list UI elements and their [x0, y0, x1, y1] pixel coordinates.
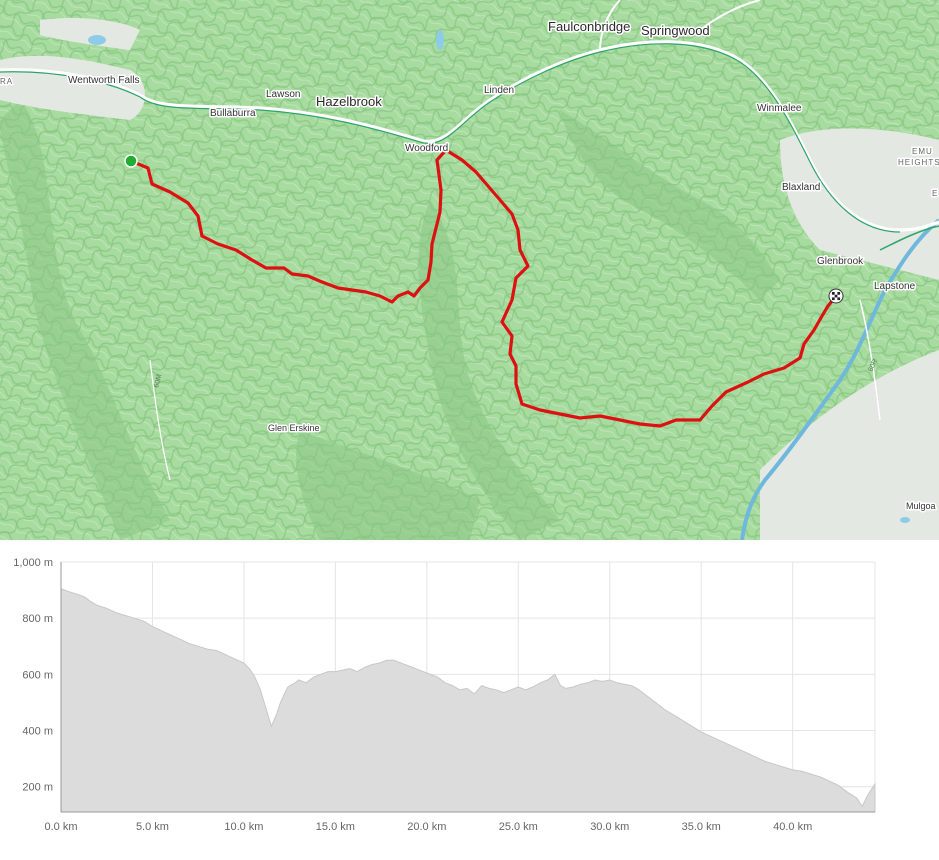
place-label-glen-erskine: Glen Erskine	[268, 423, 320, 433]
local-road	[599, 0, 621, 51]
railway-line	[0, 43, 901, 233]
local-road	[879, 225, 939, 251]
valley-shading	[0, 100, 780, 540]
place-label-glenbrook: Glenbrook	[817, 256, 864, 267]
x-tick-label: 5.0 km	[136, 821, 169, 833]
place-label-edge: E	[932, 189, 938, 198]
place-label-edge: RA	[0, 77, 13, 86]
lake-icon	[88, 35, 106, 45]
nepean-river	[740, 218, 939, 540]
place-label-winmalee: Winmalee	[757, 103, 802, 114]
route-line	[129, 148, 838, 428]
place-label-heights: HEIGHTS	[898, 158, 939, 167]
x-tick-label: 25.0 km	[499, 821, 538, 833]
place-label-wentworth-falls: Wentworth Falls	[68, 75, 140, 86]
place-label-emu: EMU	[912, 147, 933, 156]
urban-areas	[0, 18, 939, 540]
place-label-springwood: Springwood	[641, 23, 710, 38]
x-tick-label: 0.0 km	[44, 821, 77, 833]
x-axis-labels: 0.0 km 5.0 km 10.0 km 15.0 km 20.0 km 25.0 km…	[44, 821, 812, 833]
y-tick-label: 1,000 m	[13, 557, 53, 569]
elevation-area	[60, 587, 876, 813]
x-tick-label: 40.0 km	[773, 821, 812, 833]
x-tick-label: 20.0 km	[407, 821, 446, 833]
local-road	[699, 0, 761, 31]
place-label-woodford: Woodford	[405, 143, 448, 154]
chart-axes	[60, 562, 875, 813]
route-map[interactable]: 60M 60R Wentworth Falls Bullaburra Lawso…	[0, 0, 939, 540]
elevation-chart[interactable]: 1,000 m 800 m 600 m 400 m 200 m 0.0 km 5.0 km…	[0, 540, 939, 855]
start-marker-icon[interactable]	[124, 154, 138, 168]
y-tick-label: 800 m	[22, 613, 53, 625]
great-western-highway	[0, 40, 939, 232]
place-label-lawson: Lawson	[266, 89, 300, 100]
place-label-faulconbridge: Faulconbridge	[548, 19, 630, 34]
road-number-label: 60M	[153, 373, 163, 388]
place-label-hazelbrook: Hazelbrook	[316, 94, 382, 109]
lake-icon	[900, 517, 910, 523]
x-tick-label: 30.0 km	[590, 821, 629, 833]
x-tick-label: 15.0 km	[316, 821, 355, 833]
y-tick-label: 200 m	[22, 782, 53, 794]
elevation-profile[interactable]: 1,000 m 800 m 600 m 400 m 200 m 0.0 km 5.0 km…	[0, 540, 939, 855]
map-canvas[interactable]: 60M 60R Wentworth Falls Bullaburra Lawso…	[0, 0, 939, 540]
roads	[0, 0, 939, 481]
road-number-label: 60R	[867, 358, 879, 373]
place-label-lapstone: Lapstone	[874, 281, 916, 292]
finish-flag-icon[interactable]	[828, 288, 844, 304]
place-label-mulgoa: Mulgoa	[906, 501, 936, 511]
place-label-bullaburra: Bullaburra	[210, 108, 256, 119]
x-tick-label: 35.0 km	[682, 821, 721, 833]
lake-icon	[436, 30, 444, 50]
y-tick-label: 600 m	[22, 669, 53, 681]
place-label-blaxland: Blaxland	[782, 182, 820, 193]
local-road	[859, 299, 881, 421]
local-road	[149, 359, 171, 481]
y-axis-labels: 1,000 m 800 m 600 m 400 m 200 m	[13, 557, 53, 794]
x-tick-label: 10.0 km	[224, 821, 263, 833]
y-tick-label: 400 m	[22, 726, 53, 738]
place-label-linden: Linden	[484, 85, 514, 96]
